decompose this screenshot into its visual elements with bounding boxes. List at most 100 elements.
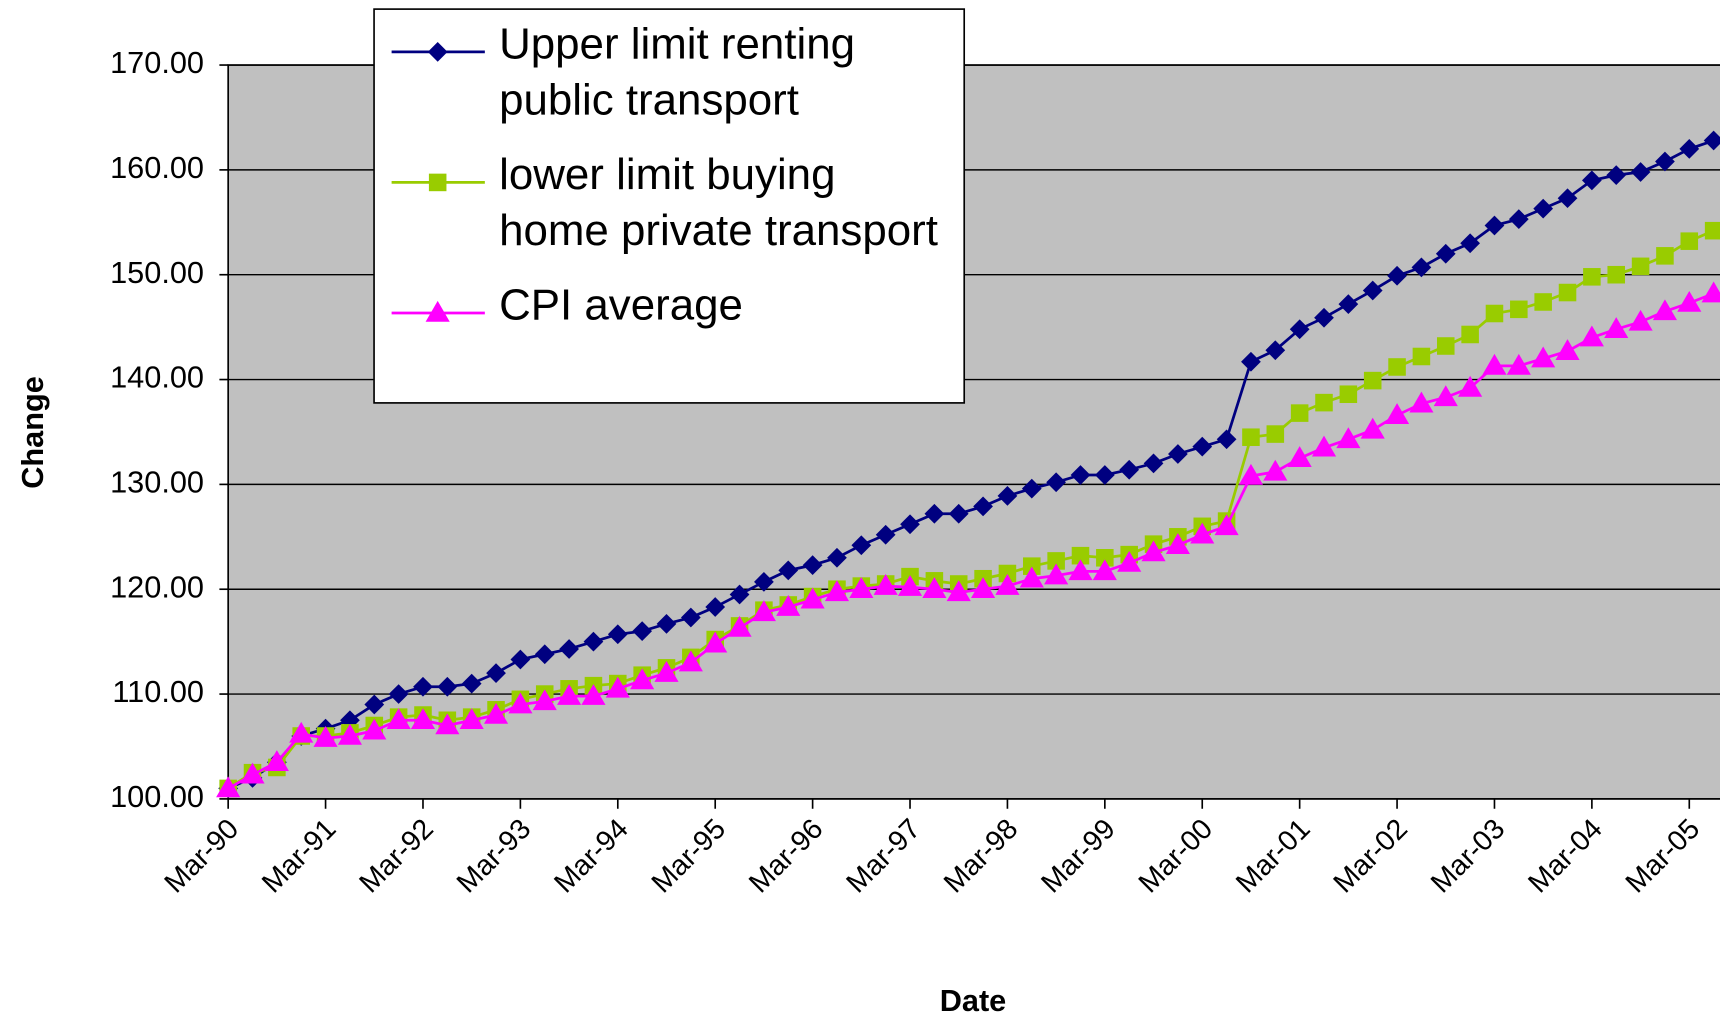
marker bbox=[630, 668, 655, 690]
marker bbox=[1363, 371, 1382, 390]
marker bbox=[413, 676, 433, 697]
marker bbox=[1070, 465, 1091, 485]
marker bbox=[849, 577, 874, 599]
marker bbox=[656, 613, 677, 634]
marker bbox=[483, 702, 509, 724]
marker bbox=[1579, 325, 1604, 347]
marker bbox=[410, 708, 436, 730]
x-tick-label: Mar-00 bbox=[1133, 813, 1219, 899]
x-axis-title: Date bbox=[940, 983, 1007, 1018]
marker bbox=[1165, 533, 1190, 554]
marker bbox=[680, 607, 701, 628]
x-tick-label: Mar-05 bbox=[1620, 813, 1706, 899]
y-tick-label: 130.00 bbox=[110, 464, 204, 499]
marker bbox=[1656, 247, 1674, 265]
marker bbox=[973, 496, 993, 517]
marker bbox=[776, 594, 801, 616]
marker bbox=[1387, 265, 1407, 286]
marker bbox=[534, 644, 555, 665]
marker bbox=[998, 564, 1017, 583]
marker bbox=[1680, 232, 1699, 250]
marker bbox=[1092, 559, 1117, 581]
marker bbox=[1214, 514, 1239, 536]
marker bbox=[1652, 299, 1677, 321]
marker bbox=[364, 694, 385, 715]
x-tick-label: Mar-98 bbox=[938, 813, 1024, 899]
marker bbox=[1290, 404, 1309, 422]
marker bbox=[428, 173, 447, 192]
y-axis-title: Change bbox=[15, 376, 50, 489]
marker bbox=[386, 708, 411, 730]
y-tick-label: 100.00 bbox=[110, 779, 204, 814]
marker bbox=[1628, 309, 1653, 331]
marker bbox=[948, 503, 969, 524]
marker bbox=[1094, 465, 1115, 485]
x-tick-label: Mar-90 bbox=[159, 813, 245, 899]
marker bbox=[654, 661, 679, 682]
marker bbox=[1242, 428, 1260, 446]
y-tick-label: 110.00 bbox=[112, 674, 204, 709]
marker bbox=[1287, 446, 1312, 467]
marker bbox=[264, 750, 289, 771]
marker bbox=[754, 572, 774, 592]
x-tick-label: Mar-02 bbox=[1327, 813, 1413, 899]
marker bbox=[875, 524, 896, 545]
marker bbox=[437, 676, 458, 697]
marker bbox=[1412, 347, 1431, 366]
marker bbox=[1607, 265, 1626, 284]
marker bbox=[216, 776, 241, 798]
marker bbox=[1190, 522, 1215, 544]
marker bbox=[632, 621, 653, 642]
marker bbox=[289, 721, 314, 743]
marker bbox=[1046, 472, 1067, 493]
marker bbox=[1534, 293, 1552, 311]
marker bbox=[897, 575, 923, 596]
x-tick-label: Mar-04 bbox=[1522, 813, 1609, 900]
marker bbox=[486, 663, 506, 683]
marker bbox=[1409, 391, 1434, 413]
marker bbox=[729, 584, 750, 605]
x-tick-label: Mar-97 bbox=[840, 813, 926, 899]
marker bbox=[827, 547, 847, 568]
marker bbox=[1583, 268, 1601, 286]
series-layer bbox=[216, 130, 1720, 799]
marker bbox=[1411, 257, 1432, 278]
y-tick-label: 150.00 bbox=[110, 255, 204, 290]
marker bbox=[532, 689, 557, 711]
marker bbox=[1701, 281, 1720, 303]
marker bbox=[1655, 151, 1675, 172]
marker bbox=[802, 555, 823, 575]
marker bbox=[1461, 325, 1479, 344]
marker bbox=[1019, 566, 1044, 588]
marker bbox=[1263, 459, 1288, 481]
marker bbox=[1458, 375, 1483, 397]
marker bbox=[508, 692, 533, 714]
marker bbox=[1096, 548, 1114, 567]
x-tick-label: Mar-94 bbox=[548, 813, 635, 900]
legend-box bbox=[373, 8, 966, 404]
marker bbox=[1704, 221, 1720, 240]
marker bbox=[1388, 358, 1406, 376]
marker bbox=[1703, 130, 1720, 151]
marker bbox=[1044, 563, 1069, 585]
marker bbox=[510, 649, 531, 670]
x-tick-label: Mar-03 bbox=[1425, 813, 1511, 899]
marker bbox=[1506, 353, 1531, 375]
marker bbox=[1531, 346, 1556, 368]
marker bbox=[1510, 300, 1528, 319]
marker bbox=[461, 673, 482, 694]
marker bbox=[971, 577, 996, 599]
marker bbox=[1436, 337, 1455, 355]
marker bbox=[924, 503, 945, 524]
marker bbox=[1315, 393, 1333, 412]
marker bbox=[607, 624, 628, 645]
y-tick-label: 160.00 bbox=[110, 150, 204, 185]
marker bbox=[1484, 215, 1505, 236]
marker bbox=[583, 631, 604, 652]
marker bbox=[800, 587, 825, 609]
marker bbox=[1677, 290, 1702, 312]
marker bbox=[337, 723, 362, 745]
marker bbox=[1238, 463, 1264, 485]
marker bbox=[703, 631, 728, 653]
